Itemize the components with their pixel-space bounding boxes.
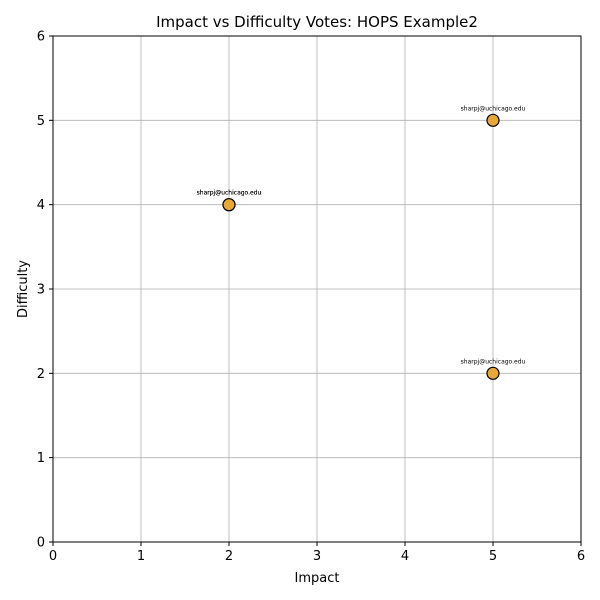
point-label: sharpj@uchicago.edu bbox=[197, 190, 262, 197]
x-tick-label: 5 bbox=[489, 549, 497, 564]
point-label: sharpj@uchicago.edu bbox=[197, 190, 262, 197]
x-axis-label: Impact bbox=[295, 571, 340, 586]
y-tick-label: 2 bbox=[37, 367, 45, 382]
y-tick-label: 1 bbox=[37, 451, 45, 466]
x-tick-label: 1 bbox=[137, 549, 145, 564]
chart-title: Impact vs Difficulty Votes: HOPS Example… bbox=[156, 13, 478, 31]
point-label: sharpj@uchicago.edu bbox=[461, 358, 526, 365]
data-point bbox=[486, 366, 500, 380]
y-tick-label: 5 bbox=[37, 114, 45, 129]
y-tick-label: 3 bbox=[37, 283, 45, 298]
x-tick-label: 3 bbox=[313, 549, 321, 564]
point-label: sharpj@uchicago.edu bbox=[461, 105, 526, 112]
axis-ticks: 0 1 2 3 4 5 6 0 1 2 3 4 5 6 bbox=[37, 30, 585, 565]
y-tick-label: 0 bbox=[37, 536, 45, 551]
x-tick-label: 4 bbox=[401, 549, 409, 564]
data-point bbox=[222, 198, 236, 212]
data-point bbox=[486, 113, 500, 127]
x-tick-label: 0 bbox=[49, 549, 57, 564]
y-axis-label: Difficulty bbox=[16, 260, 31, 318]
x-tick-label: 2 bbox=[225, 549, 233, 564]
y-tick-label: 6 bbox=[37, 30, 45, 45]
y-tick-label: 4 bbox=[37, 198, 45, 213]
plot-frame bbox=[52, 35, 582, 543]
data-points: sharpj@uchicago.edu sharpj@uchicago.edu sh… bbox=[197, 105, 526, 380]
x-tick-label: 6 bbox=[577, 549, 585, 564]
